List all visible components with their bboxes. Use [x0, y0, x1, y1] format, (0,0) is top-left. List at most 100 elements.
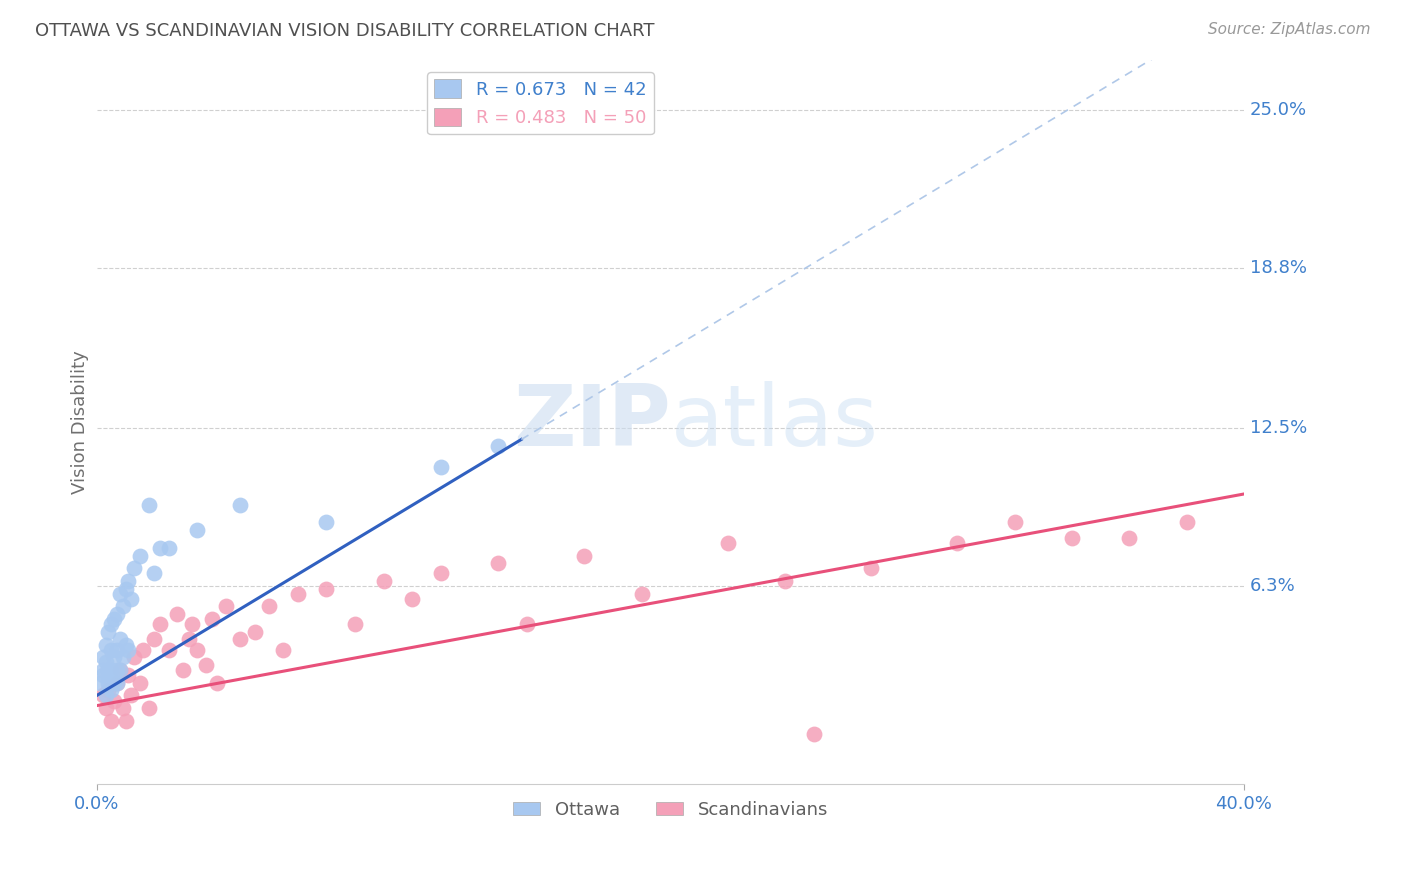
- Point: [94, 701, 117, 715]
- Point: [1004, 516, 1026, 530]
- Point: [120, 591, 142, 606]
- Point: [630, 587, 652, 601]
- Text: atlas: atlas: [671, 381, 879, 464]
- Point: [149, 541, 172, 555]
- Point: [516, 617, 538, 632]
- Point: [157, 541, 180, 555]
- Point: [215, 599, 238, 614]
- Point: [315, 516, 337, 530]
- Point: [1060, 531, 1083, 545]
- Point: [132, 642, 155, 657]
- Point: [105, 675, 128, 690]
- Text: 25.0%: 25.0%: [1250, 102, 1306, 120]
- Point: [773, 574, 796, 588]
- Point: [97, 675, 120, 690]
- Text: 18.8%: 18.8%: [1250, 260, 1306, 277]
- Point: [401, 591, 423, 606]
- Point: [105, 675, 128, 690]
- Point: [100, 617, 122, 632]
- Point: [103, 612, 125, 626]
- Point: [194, 657, 217, 672]
- Point: [94, 656, 117, 670]
- Point: [105, 607, 128, 621]
- Text: Source: ZipAtlas.com: Source: ZipAtlas.com: [1208, 22, 1371, 37]
- Point: [91, 663, 114, 677]
- Point: [97, 624, 120, 639]
- Text: 6.3%: 6.3%: [1250, 577, 1295, 595]
- Point: [486, 439, 509, 453]
- Point: [186, 642, 208, 657]
- Point: [430, 459, 453, 474]
- Point: [97, 663, 120, 677]
- Point: [166, 607, 188, 621]
- Point: [149, 617, 172, 632]
- Point: [315, 582, 337, 596]
- Point: [122, 650, 145, 665]
- Legend: Ottawa, Scandinavians: Ottawa, Scandinavians: [506, 794, 835, 826]
- Point: [108, 587, 131, 601]
- Point: [105, 642, 128, 657]
- Point: [172, 663, 194, 677]
- Point: [108, 663, 131, 677]
- Point: [91, 689, 114, 703]
- Point: [105, 663, 128, 677]
- Point: [111, 701, 134, 715]
- Point: [120, 689, 142, 703]
- Point: [94, 638, 117, 652]
- Point: [343, 617, 366, 632]
- Point: [143, 566, 166, 581]
- Point: [373, 574, 395, 588]
- Point: [117, 574, 139, 588]
- Point: [108, 632, 131, 647]
- Point: [229, 632, 252, 647]
- Point: [114, 714, 136, 728]
- Point: [100, 683, 122, 698]
- Point: [803, 726, 825, 740]
- Point: [94, 689, 117, 703]
- Point: [129, 549, 152, 563]
- Point: [257, 599, 280, 614]
- Point: [1175, 516, 1198, 530]
- Point: [157, 642, 180, 657]
- Text: OTTAWA VS SCANDINAVIAN VISION DISABILITY CORRELATION CHART: OTTAWA VS SCANDINAVIAN VISION DISABILITY…: [35, 22, 655, 40]
- Point: [1118, 531, 1140, 545]
- Point: [574, 549, 596, 563]
- Point: [138, 498, 160, 512]
- Point: [287, 587, 309, 601]
- Point: [180, 617, 202, 632]
- Point: [103, 693, 125, 707]
- Point: [271, 642, 294, 657]
- Point: [91, 650, 114, 665]
- Point: [103, 650, 125, 665]
- Point: [114, 582, 136, 596]
- Point: [117, 668, 139, 682]
- Point: [111, 650, 134, 665]
- Point: [143, 632, 166, 647]
- Point: [717, 536, 740, 550]
- Point: [860, 561, 883, 575]
- Point: [946, 536, 969, 550]
- Point: [114, 638, 136, 652]
- Point: [201, 612, 224, 626]
- Point: [207, 675, 229, 690]
- Point: [91, 668, 114, 682]
- Point: [111, 599, 134, 614]
- Point: [97, 683, 120, 698]
- Point: [138, 701, 160, 715]
- Point: [103, 675, 125, 690]
- Text: ZIP: ZIP: [513, 381, 671, 464]
- Point: [100, 714, 122, 728]
- Point: [89, 675, 111, 690]
- Point: [117, 642, 139, 657]
- Point: [177, 632, 200, 647]
- Text: 12.5%: 12.5%: [1250, 419, 1308, 437]
- Y-axis label: Vision Disability: Vision Disability: [72, 351, 89, 494]
- Point: [430, 566, 453, 581]
- Point: [100, 642, 122, 657]
- Point: [100, 663, 122, 677]
- Point: [243, 624, 266, 639]
- Point: [129, 675, 152, 690]
- Point: [229, 498, 252, 512]
- Point: [122, 561, 145, 575]
- Point: [186, 523, 208, 537]
